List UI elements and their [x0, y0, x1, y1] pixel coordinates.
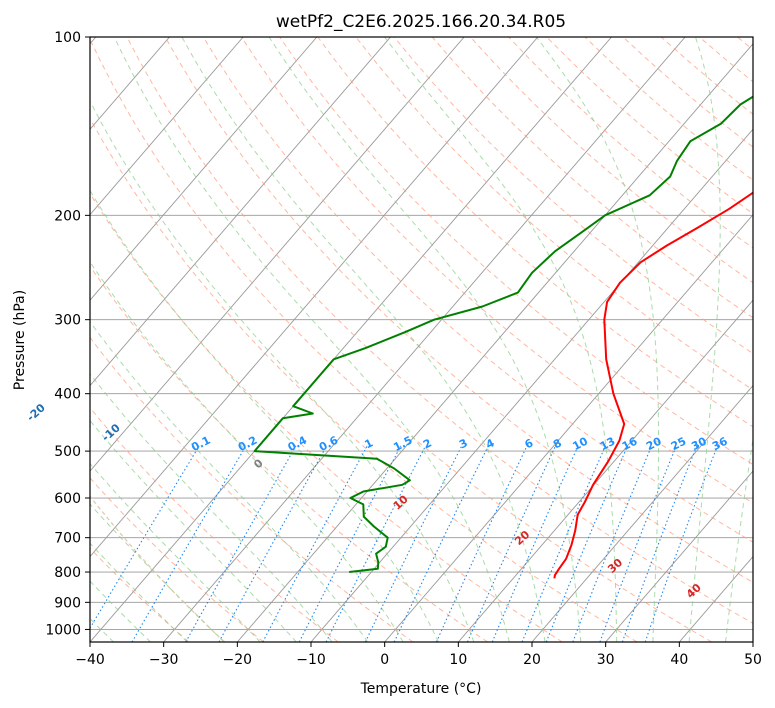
x-tick-label: −20: [223, 652, 253, 668]
mixing-ratio-line: [218, 445, 328, 642]
moist-adiabat: [535, 37, 659, 642]
mixing-ratio-line: [491, 445, 579, 642]
moist-adiabat: [90, 189, 439, 642]
isotherm-line: [90, 37, 539, 558]
mixing-ratio-label: 36: [710, 434, 730, 453]
isotherm-line: [531, 384, 753, 642]
y-tick-label: 100: [54, 30, 81, 46]
mixing-ratio-line: [521, 445, 606, 642]
y-tick-label: 600: [54, 491, 81, 507]
mixing-ratio-line: [185, 445, 297, 642]
moist-adiabat: [384, 37, 618, 642]
x-tick-label: 50: [744, 652, 762, 668]
isotherm-line: [384, 214, 753, 642]
mixing-ratio-label: 13: [598, 435, 618, 454]
mixing-ratio-label: 25: [669, 435, 689, 454]
mixing-ratio-label: 30: [689, 434, 709, 453]
profile-layer: [253, 95, 753, 579]
y-tick-label: 700: [54, 531, 81, 547]
mixing-ratio-line: [621, 445, 698, 642]
dry-adiabat: [431, 37, 753, 319]
mixing-ratio-line: [131, 445, 247, 642]
isotherm-line: [457, 299, 753, 642]
x-tick-label: 20: [523, 652, 541, 668]
y-tick-label: 300: [54, 313, 81, 329]
dry-adiabat: [126, 37, 753, 624]
plot-frame: [89, 36, 754, 643]
dry-adiabat: [90, 265, 488, 642]
moist-adiabat: [90, 373, 333, 642]
moist-adiabat: [90, 261, 404, 642]
isotherm-line: [236, 43, 753, 642]
axis-ticks: −40 −30 −20 −10 0 10 20 30 40 50 100 200 300 400 500 60…: [45, 30, 762, 668]
dewpoint-line: [253, 95, 753, 573]
grid-layer: [90, 37, 753, 642]
mixing-ratio-line: [90, 445, 200, 630]
mixing-ratio-line: [325, 445, 427, 642]
isotherm-line: [163, 37, 686, 642]
dry-adiabat: [90, 192, 563, 642]
x-tick-label: 0: [380, 652, 389, 668]
y-tick-label: 200: [54, 208, 81, 224]
moist-adiabat: [90, 462, 261, 642]
chart-title: wetPf2_C2E6.2025.166.20.34.R05: [276, 12, 566, 32]
moist-adiabat: [113, 37, 510, 642]
mixing-ratio-line: [599, 445, 677, 642]
x-tick-label: −30: [149, 652, 179, 668]
moist-adiabat: [688, 37, 721, 642]
moist-adiabat: [90, 419, 297, 642]
isotherm-line: [90, 37, 244, 216]
dry-adiabat: [241, 37, 753, 504]
x-tick-label: −40: [75, 652, 105, 668]
mixing-ratio-label: 10: [570, 434, 590, 453]
mixing-ratio-label: 16: [620, 434, 640, 453]
x-axis-label: Temperature (°C): [360, 681, 482, 697]
mixing-ratio-line: [364, 445, 463, 642]
y-tick-label: 800: [54, 565, 81, 581]
y-tick-label: 900: [54, 595, 81, 611]
moist-adiabat: [725, 435, 753, 642]
isotherm-line: [90, 37, 465, 472]
y-tick-label: 1000: [45, 622, 81, 638]
dry-adiabat: [90, 38, 712, 642]
mixing-ratio-line: [393, 445, 489, 642]
dry-adiabat: [90, 117, 638, 642]
dry-adiabat: [90, 477, 264, 642]
y-tick-label: 400: [54, 387, 81, 403]
isotherm-line: [605, 470, 753, 642]
mixing-ratio-label: 20: [644, 434, 664, 453]
isotherm-line: [90, 37, 612, 642]
adiabat-layer: [90, 37, 753, 642]
isotherm-line: [90, 37, 318, 301]
dry-adiabat: [90, 406, 339, 642]
temperature-line: [553, 191, 753, 579]
x-tick-label: 30: [597, 652, 615, 668]
x-tick-label: −10: [296, 652, 326, 668]
x-tick-label: 40: [670, 652, 688, 668]
dry-adiabat: [90, 336, 414, 642]
x-tick-label: 10: [449, 652, 467, 668]
y-axis-label: Pressure (hPa): [12, 290, 28, 390]
isotherm-line: [90, 37, 391, 387]
moist-adiabat: [90, 100, 475, 642]
dry-adiabat: [355, 37, 753, 391]
dry-adiabat: [470, 37, 753, 284]
y-tick-label: 500: [54, 444, 81, 460]
mixing-ratio-line: [644, 445, 719, 642]
